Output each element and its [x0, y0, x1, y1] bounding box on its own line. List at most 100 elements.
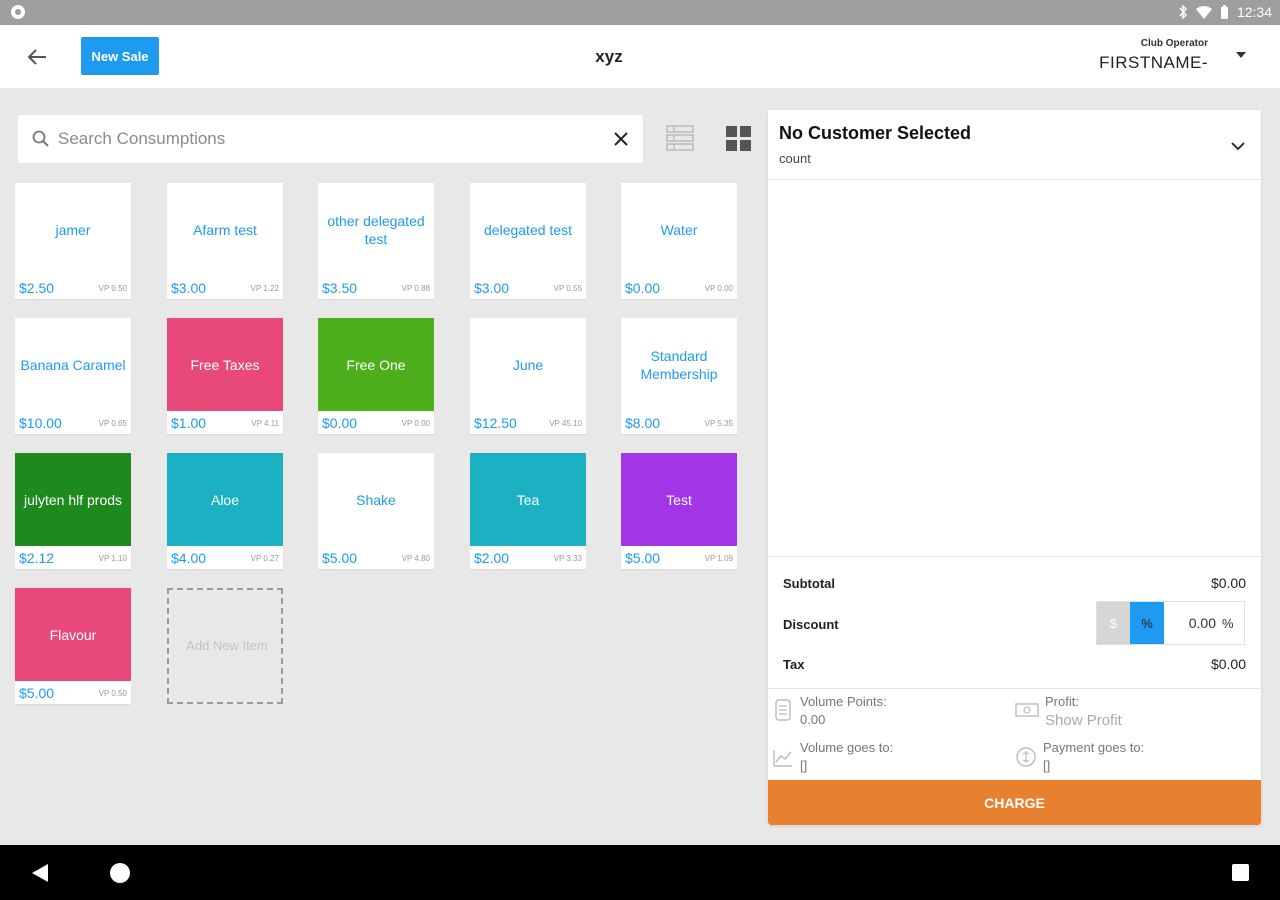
- product-price: $2.12: [19, 550, 55, 566]
- product-price: $3.00: [171, 280, 207, 296]
- add-new-item-label: Add New Item: [186, 638, 268, 653]
- product-volume-points: VP 1.09: [704, 554, 733, 563]
- system-nav-bar: [0, 845, 1280, 900]
- subtotal-value: $0.00: [1210, 575, 1246, 591]
- profit-icon: [1015, 702, 1039, 723]
- operator-name: FIRSTNAME-: [1099, 53, 1208, 72]
- product-name: Free One: [318, 318, 434, 411]
- product-name: Water: [621, 183, 737, 276]
- product-volume-points: VP 1.10: [98, 554, 127, 563]
- product-name: julyten hlf prods: [15, 453, 131, 546]
- volume-points-icon: [774, 698, 792, 727]
- profit-block[interactable]: Profit: Show Profit: [1045, 694, 1122, 729]
- nav-back-icon[interactable]: [32, 864, 48, 882]
- volume-goes-label: Volume goes to:: [800, 740, 894, 755]
- status-bar: 12:34: [0, 0, 1280, 25]
- product-name: Banana Caramel: [15, 318, 131, 411]
- product-tile[interactable]: Water $0.00 VP 0.00: [621, 183, 737, 299]
- profit-label: Profit:: [1045, 694, 1079, 709]
- customer-selector[interactable]: No Customer Selected count: [768, 110, 1261, 180]
- product-name: Shake: [318, 453, 434, 546]
- volume-goes-block: Volume goes to: []: [800, 740, 893, 773]
- product-tile[interactable]: other delegated test $3.50 VP 0.88: [318, 183, 434, 299]
- discount-unit: %: [1222, 615, 1234, 631]
- discount-percent-toggle[interactable]: %: [1130, 602, 1164, 644]
- product-tile[interactable]: Standard Membership $8.00 VP 5.35: [621, 318, 737, 434]
- product-volume-points: VP 0.88: [401, 284, 430, 293]
- product-price: $5.00: [625, 550, 661, 566]
- search-bar: [18, 115, 643, 163]
- volume-points-value: 0.00: [800, 712, 826, 727]
- discount-label: Discount: [783, 617, 839, 632]
- product-tile[interactable]: julyten hlf prods $2.12 VP 1.10: [15, 453, 131, 569]
- chevron-down-icon[interactable]: [1231, 138, 1245, 156]
- product-tile[interactable]: June $12.50 VP 45.10: [470, 318, 586, 434]
- nav-recents-icon[interactable]: [1232, 864, 1249, 881]
- product-tile[interactable]: Free One $0.00 VP 0.00: [318, 318, 434, 434]
- operator-dropdown-icon[interactable]: [1236, 52, 1246, 58]
- discount-dollar-toggle[interactable]: $: [1097, 602, 1130, 644]
- product-tile[interactable]: delegated test $3.00 VP 0.55: [470, 183, 586, 299]
- cart-items-list: [768, 180, 1261, 556]
- product-price: $5.00: [322, 550, 358, 566]
- product-volume-points: VP 1.22: [250, 284, 279, 293]
- product-tile[interactable]: Free Taxes $1.00 VP 4.11: [167, 318, 283, 434]
- volume-goes-value: []: [800, 758, 808, 773]
- charge-button[interactable]: CHARGE: [768, 780, 1261, 825]
- grid-view-icon[interactable]: [726, 126, 751, 151]
- totals-section: Subtotal $0.00 Discount $ % 0.00 % Tax $…: [768, 556, 1261, 689]
- product-name: jamer: [15, 183, 131, 276]
- product-tile[interactable]: Tea $2.00 VP 3.33: [470, 453, 586, 569]
- notification-icon: [11, 5, 25, 19]
- search-icon: [32, 130, 50, 153]
- payment-goes-value: []: [1043, 758, 1051, 773]
- product-tile[interactable]: Test $5.00 VP 1.09: [621, 453, 737, 569]
- product-tile[interactable]: Afarm test $3.00 VP 1.22: [167, 183, 283, 299]
- product-tile[interactable]: Banana Caramel $10.00 VP 0.65: [15, 318, 131, 434]
- product-name: delegated test: [470, 183, 586, 276]
- product-name: June: [470, 318, 586, 411]
- clear-search-icon[interactable]: [609, 127, 633, 151]
- product-tile[interactable]: Flavour $5.00 VP 0.50: [15, 588, 131, 704]
- back-arrow-icon[interactable]: [22, 43, 52, 71]
- cart-panel: No Customer Selected count Subtotal $0.0…: [768, 110, 1261, 825]
- new-sale-button[interactable]: New Sale: [81, 37, 159, 75]
- product-name: Aloe: [167, 453, 283, 546]
- search-input[interactable]: [58, 125, 598, 153]
- product-name: Tea: [470, 453, 586, 546]
- product-price: $2.50: [19, 280, 55, 296]
- battery-icon: [1220, 5, 1229, 19]
- discount-control: $ % 0.00 %: [1096, 601, 1245, 645]
- product-price: $5.00: [19, 685, 55, 701]
- customer-subtitle: count: [779, 151, 811, 166]
- product-volume-points: VP 0.50: [98, 284, 127, 293]
- volume-points-block: Volume Points: 0.00: [800, 694, 887, 727]
- page-title: xyz: [595, 47, 623, 66]
- clock-text: 12:34: [1236, 4, 1272, 20]
- operator-role: Club Operator: [1140, 38, 1208, 49]
- product-price: $2.00: [474, 550, 510, 566]
- product-tile[interactable]: jamer $2.50 VP 0.50: [15, 183, 131, 299]
- product-price: $4.00: [171, 550, 207, 566]
- product-name: Free Taxes: [167, 318, 283, 411]
- list-view-icon[interactable]: [666, 124, 694, 152]
- product-volume-points: VP 4.80: [401, 554, 430, 563]
- app-bar: New Sale xyz Club Operator FIRSTNAME-: [0, 25, 1280, 88]
- add-new-item-button[interactable]: Add New Item: [167, 588, 283, 704]
- product-volume-points: VP 4.11: [251, 419, 279, 428]
- product-tile[interactable]: Shake $5.00 VP 4.80: [318, 453, 434, 569]
- product-tile[interactable]: Aloe $4.00 VP 0.27: [167, 453, 283, 569]
- show-profit-link[interactable]: Show Profit: [1045, 712, 1122, 729]
- product-price: $10.00: [19, 415, 62, 431]
- product-name: other delegated test: [318, 183, 434, 276]
- subtotal-label: Subtotal: [783, 576, 835, 591]
- product-price: $12.50: [474, 415, 517, 431]
- tax-value: $0.00: [1210, 656, 1246, 672]
- operator-selector[interactable]: Club Operator FIRSTNAME-: [1099, 38, 1208, 73]
- nav-home-icon[interactable]: [110, 863, 130, 883]
- product-volume-points: VP 0.65: [98, 419, 127, 428]
- product-volume-points: VP 0.00: [401, 419, 430, 428]
- product-name: Test: [621, 453, 737, 546]
- product-price: $1.00: [171, 415, 207, 431]
- discount-input[interactable]: 0.00: [1188, 615, 1216, 631]
